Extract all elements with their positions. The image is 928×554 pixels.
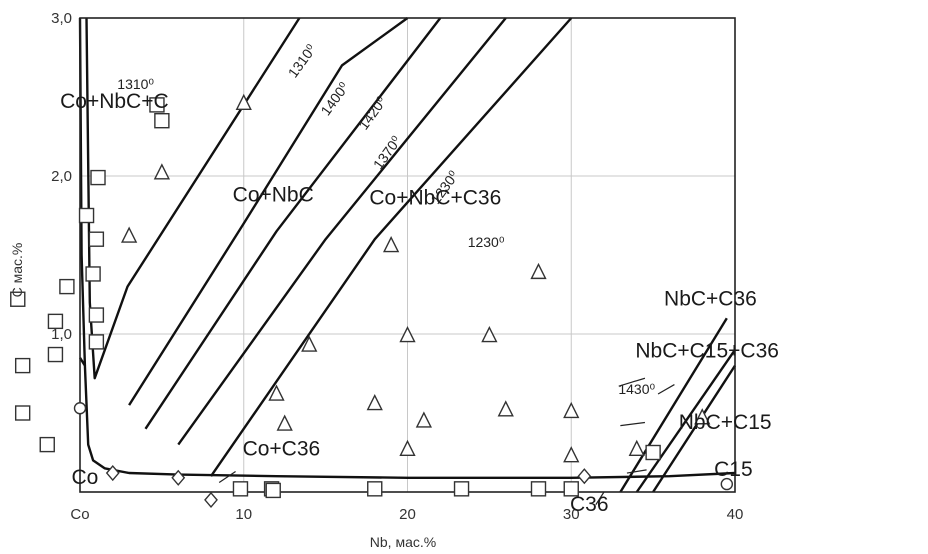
data-point-triangle: [694, 408, 711, 425]
phase-region-label: C36: [570, 493, 609, 516]
data-point-triangle: [628, 439, 645, 457]
data-point-triangle: [382, 235, 400, 253]
data-point-triangle: [399, 439, 416, 457]
y-tick-label: 2,0: [51, 168, 72, 185]
data-point-square: [149, 97, 165, 113]
phase-boundary-line: [85, 17, 301, 380]
data-point-circle: [73, 402, 87, 415]
phase-boundary-line: [635, 349, 736, 493]
data-point-triangle: [120, 226, 138, 243]
data-point-triangle: [235, 93, 252, 111]
data-point-square: [88, 231, 105, 247]
grid: [80, 18, 735, 492]
data-point-square: [367, 481, 383, 497]
label-leader-line: [595, 491, 605, 505]
y-tick-label: 1,0: [51, 326, 72, 343]
y-tick-label: 3,0: [51, 10, 72, 27]
data-point-triangle: [530, 262, 547, 280]
temperature-label: 1230⁰: [468, 234, 505, 250]
data-point-square: [453, 481, 470, 497]
data-point-triangle: [276, 414, 293, 431]
data-point-triangle: [153, 163, 171, 180]
data-point-triangle: [399, 326, 416, 343]
data-point-diamond: [577, 468, 592, 485]
data-point-square: [10, 291, 26, 307]
data-point-triangle: [301, 335, 318, 352]
data-point-square: [88, 307, 105, 323]
phase-region-label: NbC+C15+C36: [635, 340, 779, 363]
phase-region-label: Co: [71, 466, 98, 489]
plot-area-border: [79, 17, 736, 493]
data-point-square: [59, 278, 75, 295]
x-tick-label: Co: [70, 506, 89, 523]
data-point-triangle: [366, 393, 383, 411]
plot-frame: [79, 17, 736, 493]
data-point-square: [88, 334, 105, 350]
data-point-triangle: [497, 400, 514, 417]
label-leader-line: [626, 469, 647, 474]
x-axis-label: Nb, мас.%: [370, 534, 436, 550]
label-leader-line: [618, 377, 646, 387]
data-point-square: [39, 436, 55, 453]
data-markers: [10, 93, 734, 508]
phase-region-label: Co+NbC+C: [60, 90, 169, 113]
x-tick-label: 20: [399, 506, 416, 523]
data-point-square: [14, 357, 31, 374]
label-leader-line: [218, 470, 236, 484]
isotherm-label: 1310⁰: [285, 41, 320, 80]
data-point-square: [265, 482, 281, 499]
label-leader-line: [657, 384, 675, 395]
data-point-diamond: [105, 464, 120, 482]
data-point-square: [47, 346, 64, 363]
data-point-square: [78, 207, 95, 224]
isotherm-label: 1370⁰: [370, 133, 405, 172]
label-leader-line: [620, 421, 646, 427]
x-tick-label: 40: [727, 506, 744, 523]
phase-region-label: C15: [714, 458, 753, 481]
data-point-square: [530, 481, 547, 497]
data-point-square: [645, 444, 661, 461]
phase-boundary-line: [128, 17, 409, 406]
phase-boundary-line: [619, 317, 728, 493]
data-point-square: [90, 169, 106, 186]
phase-boundary-line: [177, 17, 507, 446]
phase-region-label: Co+NbC: [233, 183, 314, 206]
phase-boundary-line: [652, 364, 737, 493]
x-tick-label: 10: [235, 506, 252, 523]
phase-boundaries: [78, 17, 737, 493]
data-point-triangle: [481, 326, 498, 343]
data-point-square: [563, 481, 579, 497]
tick-labels: Co 10 20 30 40 1,0 2,0 3,0: [51, 10, 743, 523]
data-point-square: [232, 481, 249, 497]
data-point-circle: [720, 477, 734, 491]
phase-region-label: Co+NbC+C36: [369, 186, 501, 209]
x-tick-label: 30: [563, 506, 580, 523]
data-point-square: [154, 112, 170, 129]
phase-boundary-line: [210, 17, 573, 477]
data-point-triangle: [415, 411, 433, 428]
phase-boundary-line: [144, 17, 442, 430]
data-point-diamond: [204, 491, 218, 508]
y-axis-label: C мас.%: [9, 243, 25, 298]
data-point-triangle: [563, 446, 580, 463]
data-point-diamond: [171, 469, 186, 486]
data-point-square: [47, 313, 64, 330]
phase-region-label: Co+C36: [243, 438, 321, 461]
isotherm-label: 1420⁰: [355, 93, 390, 132]
temperature-label: 1430⁰: [618, 381, 655, 397]
data-point-triangle: [563, 401, 580, 419]
data-point-square: [85, 266, 101, 282]
phase-region-label: NbC+C36: [664, 288, 757, 311]
temperature-label: 1310⁰: [117, 76, 154, 92]
phase-region-label: NbC+C15: [679, 411, 772, 434]
data-point-square: [14, 405, 31, 421]
data-point-triangle: [268, 384, 285, 401]
